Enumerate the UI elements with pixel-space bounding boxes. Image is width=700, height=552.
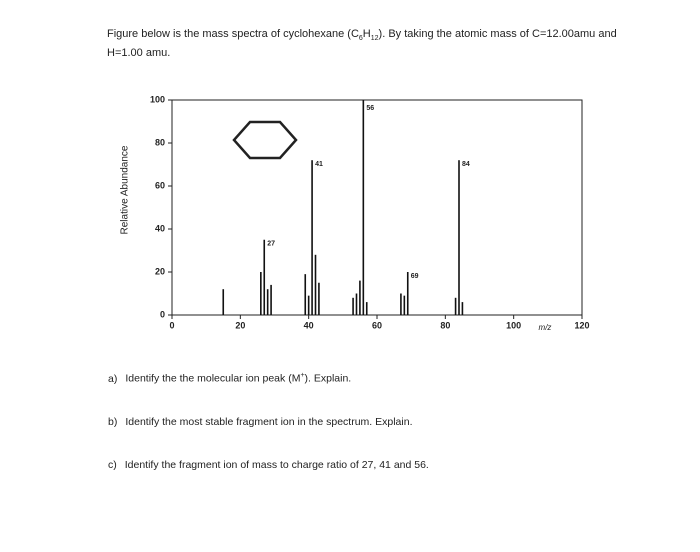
peak-label: 56 <box>366 105 374 112</box>
peak <box>400 293 402 315</box>
peak <box>359 280 361 315</box>
x-axis-label: m/z <box>539 323 552 332</box>
peak <box>352 297 354 315</box>
header: Figure below is the mass spectra of cycl… <box>107 27 627 60</box>
y-tick-label: 20 <box>155 266 165 276</box>
peak <box>304 274 307 315</box>
cyclohexane-structure <box>232 120 298 160</box>
peak-label: 41 <box>315 161 323 168</box>
question-label: a) <box>108 372 118 385</box>
peak <box>406 272 409 315</box>
peak <box>454 297 457 315</box>
subscript: 6 <box>358 35 363 43</box>
y-tick-label: 100 <box>150 94 165 104</box>
peak <box>307 295 310 315</box>
x-tick-label: 80 <box>440 320 450 330</box>
peak <box>365 302 368 315</box>
x-tick-label: 0 <box>169 320 174 330</box>
peak <box>362 100 365 315</box>
header-text: Figure below is the mass spectra of cycl… <box>107 28 359 40</box>
chart: Relative Abundance m/z 0 20 40 60 80 100 0 20 40… <box>120 94 590 332</box>
subscript: 12 <box>370 35 379 43</box>
x-tick-label: 20 <box>235 320 245 330</box>
y-axis-label: Relative Abundance <box>120 145 131 234</box>
x-tick-label: 120 <box>574 320 589 330</box>
peak-label: 27 <box>267 241 275 248</box>
y-tick-label: 80 <box>155 137 165 147</box>
plot-frame <box>171 99 583 316</box>
y-tick-label: 60 <box>155 180 165 190</box>
peak <box>458 160 460 315</box>
peak-label: 69 <box>411 273 419 280</box>
question-label: c) <box>108 459 117 471</box>
peak-label: 84 <box>462 161 470 168</box>
peak <box>260 272 262 315</box>
header-text: ). By taking the atomic mass of C=12.00a… <box>107 28 617 60</box>
question: b) Identify the most stable fragment ion … <box>108 416 413 428</box>
peak <box>461 302 464 315</box>
question-label: b) <box>108 416 118 428</box>
question-text: Identify the the molecular ion peak (M <box>125 372 301 385</box>
peak <box>314 254 317 315</box>
peak <box>270 284 272 315</box>
question-text: Identify the fragment ion of mass to cha… <box>124 459 429 471</box>
x-tick-label: 60 <box>372 320 382 330</box>
peak <box>355 293 358 315</box>
header-text: H <box>362 28 371 40</box>
peak <box>403 295 406 315</box>
question-text: ). Explain. <box>304 372 352 385</box>
question: c) Identify the fragment ion of mass to c… <box>108 459 429 471</box>
y-tick-label: 40 <box>155 223 165 233</box>
peak <box>318 282 320 315</box>
superscript: + <box>300 372 305 379</box>
question: a) Identify the the molecular ion peak (M… <box>108 372 351 385</box>
x-tick-label: 40 <box>304 320 314 330</box>
peak <box>263 239 266 315</box>
question-text: Identify the most stable fragment ion in… <box>125 416 413 428</box>
peak <box>222 289 225 315</box>
peak <box>266 289 269 315</box>
peak <box>311 160 313 315</box>
x-tick-label: 100 <box>506 320 521 330</box>
y-tick-label: 0 <box>160 309 165 319</box>
